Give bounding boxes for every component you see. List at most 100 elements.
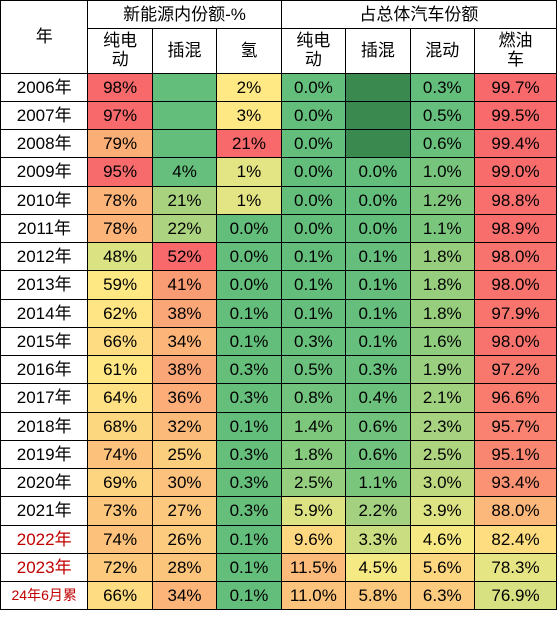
data-cell: 64% xyxy=(88,384,152,412)
data-cell xyxy=(152,101,216,129)
data-cell: 1% xyxy=(217,158,281,186)
year-cell: 2012年 xyxy=(1,243,88,271)
year-cell: 2009年 xyxy=(1,158,88,186)
data-cell: 74% xyxy=(88,525,152,553)
header-sub-6: 燃油车 xyxy=(475,29,557,73)
data-cell: 78% xyxy=(88,214,152,242)
table-row: 2014年62%38%0.1%0.1%0.1%1.8%97.9% xyxy=(1,299,557,327)
data-cell: 0.1% xyxy=(217,327,281,355)
data-cell: 1.8% xyxy=(410,243,474,271)
data-cell: 0.1% xyxy=(346,271,410,299)
data-cell xyxy=(346,73,410,101)
data-cell: 2% xyxy=(217,73,281,101)
data-cell: 78% xyxy=(88,186,152,214)
table-header: 年 新能源内份额-% 占总体汽车份额 纯电动插混氢纯电动插混混动燃油车 xyxy=(1,1,557,74)
data-cell: 34% xyxy=(152,327,216,355)
table-row: 2020年69%30%0.3%2.5%1.1%3.0%93.4% xyxy=(1,469,557,497)
data-cell: 0.8% xyxy=(281,384,345,412)
year-cell: 2020年 xyxy=(1,469,88,497)
table-row: 2006年98%2%0.0%0.3%99.7% xyxy=(1,73,557,101)
data-cell: 1.6% xyxy=(410,327,474,355)
data-cell: 99.4% xyxy=(475,130,557,158)
data-cell: 99.7% xyxy=(475,73,557,101)
data-cell: 0.1% xyxy=(346,299,410,327)
data-cell: 0.1% xyxy=(217,525,281,553)
data-cell: 62% xyxy=(88,299,152,327)
data-cell: 26% xyxy=(152,525,216,553)
data-cell: 59% xyxy=(88,271,152,299)
data-cell: 97% xyxy=(88,101,152,129)
data-cell: 2.3% xyxy=(410,412,474,440)
data-cell: 95% xyxy=(88,158,152,186)
header-sub-2: 氢 xyxy=(217,29,281,73)
data-cell xyxy=(152,130,216,158)
data-cell: 98.0% xyxy=(475,327,557,355)
data-cell: 2.5% xyxy=(410,440,474,468)
year-cell: 2017年 xyxy=(1,384,88,412)
data-cell: 98% xyxy=(88,73,152,101)
data-cell: 5.8% xyxy=(346,582,410,610)
data-cell: 96.6% xyxy=(475,384,557,412)
data-cell: 0.3% xyxy=(217,440,281,468)
data-cell: 0.0% xyxy=(346,186,410,214)
data-cell: 0.0% xyxy=(281,214,345,242)
data-cell: 4.5% xyxy=(346,553,410,581)
data-cell: 34% xyxy=(152,582,216,610)
data-cell: 1.9% xyxy=(410,356,474,384)
data-cell: 0.1% xyxy=(346,243,410,271)
table-row: 2015年66%34%0.1%0.3%0.1%1.6%98.0% xyxy=(1,327,557,355)
table-row: 2009年95%4%1%0.0%0.0%1.0%99.0% xyxy=(1,158,557,186)
table-row: 2023年72%28%0.1%11.5%4.5%5.6%78.3% xyxy=(1,553,557,581)
data-cell: 95.7% xyxy=(475,412,557,440)
data-cell: 0.1% xyxy=(217,553,281,581)
data-cell: 98.0% xyxy=(475,243,557,271)
table-row: 2016年61%38%0.3%0.5%0.3%1.9%97.2% xyxy=(1,356,557,384)
data-cell: 1.1% xyxy=(410,214,474,242)
data-table: 年 新能源内份额-% 占总体汽车份额 纯电动插混氢纯电动插混混动燃油车 2006… xyxy=(0,0,557,610)
header-sub-4: 插混 xyxy=(346,29,410,73)
header-group2: 占总体汽车份额 xyxy=(281,1,556,29)
data-cell: 0.3% xyxy=(217,497,281,525)
year-cell: 2022年 xyxy=(1,525,88,553)
data-cell: 1.8% xyxy=(410,299,474,327)
data-cell: 25% xyxy=(152,440,216,468)
data-cell: 0.0% xyxy=(346,158,410,186)
table-row: 2022年74%26%0.1%9.6%3.3%4.6%82.4% xyxy=(1,525,557,553)
data-cell: 1.8% xyxy=(281,440,345,468)
data-cell: 73% xyxy=(88,497,152,525)
data-cell: 69% xyxy=(88,469,152,497)
data-cell: 98.8% xyxy=(475,186,557,214)
data-cell: 36% xyxy=(152,384,216,412)
data-cell: 0.1% xyxy=(217,582,281,610)
data-cell: 0.0% xyxy=(281,101,345,129)
data-cell: 82.4% xyxy=(475,525,557,553)
data-cell: 4% xyxy=(152,158,216,186)
table-row: 2017年64%36%0.3%0.8%0.4%2.1%96.6% xyxy=(1,384,557,412)
data-cell: 1.0% xyxy=(410,158,474,186)
data-cell xyxy=(152,73,216,101)
data-cell: 38% xyxy=(152,356,216,384)
data-cell xyxy=(346,101,410,129)
header-sub-5: 混动 xyxy=(410,29,474,73)
table-row: 2011年78%22%0.0%0.0%0.0%1.1%98.9% xyxy=(1,214,557,242)
data-cell: 0.5% xyxy=(410,101,474,129)
year-cell: 2007年 xyxy=(1,101,88,129)
header-group1: 新能源内份额-% xyxy=(88,1,281,29)
data-cell: 6.3% xyxy=(410,582,474,610)
data-cell: 88.0% xyxy=(475,497,557,525)
data-cell: 2.1% xyxy=(410,384,474,412)
data-cell: 79% xyxy=(88,130,152,158)
data-cell: 0.3% xyxy=(410,73,474,101)
data-cell: 0.5% xyxy=(281,356,345,384)
data-cell: 1% xyxy=(217,186,281,214)
data-cell: 0.0% xyxy=(346,214,410,242)
data-cell: 1.8% xyxy=(410,271,474,299)
data-cell: 21% xyxy=(152,186,216,214)
data-cell: 0.0% xyxy=(281,130,345,158)
data-cell: 61% xyxy=(88,356,152,384)
table-row: 2021年73%27%0.3%5.9%2.2%3.9%88.0% xyxy=(1,497,557,525)
data-cell: 0.1% xyxy=(346,327,410,355)
year-cell: 2014年 xyxy=(1,299,88,327)
table-row: 2008年79%21%0.0%0.6%99.4% xyxy=(1,130,557,158)
data-cell: 78.3% xyxy=(475,553,557,581)
